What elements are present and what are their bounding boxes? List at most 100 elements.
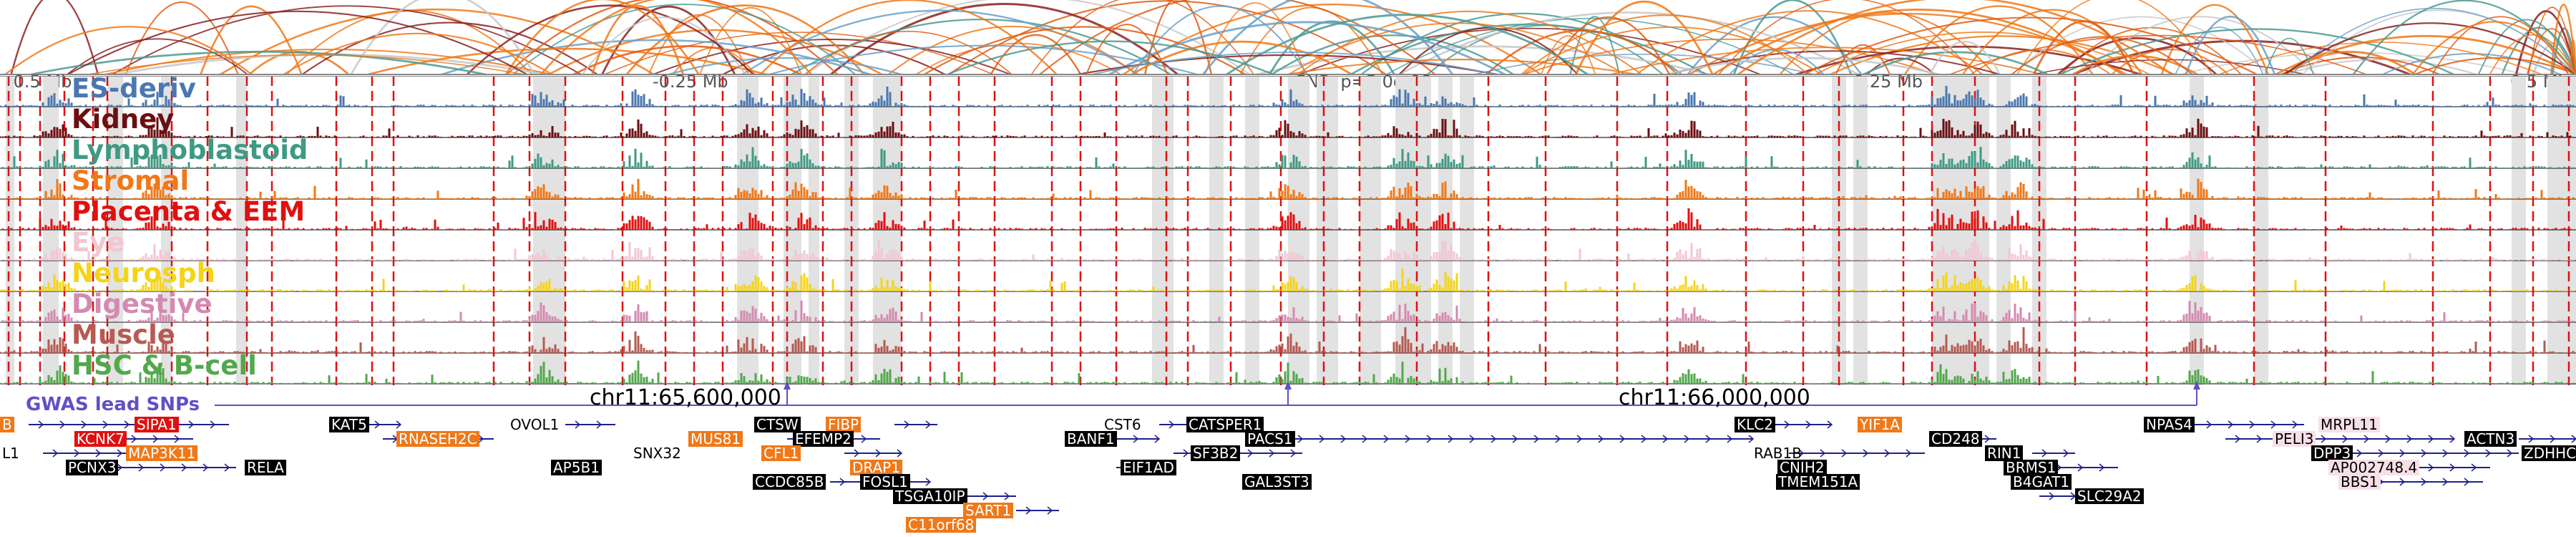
- track-signal: [0, 86, 2575, 107]
- gene-rnaseh2c[interactable]: RNASEH2C: [396, 431, 479, 447]
- interaction-arc: [2264, 38, 2314, 75]
- gene-strand-arrow: [52, 449, 59, 458]
- gene-strand-arrow: [2428, 435, 2434, 443]
- gene-b4gat1[interactable]: B4GAT1: [2011, 474, 2072, 490]
- gene-c11orf68[interactable]: C11orf68: [906, 517, 977, 533]
- gwas-lead-snps-label: GWAS lead SNPs: [26, 394, 200, 415]
- gene-actn3[interactable]: ACTN3: [2464, 431, 2517, 447]
- interaction-arc: [947, 40, 1274, 76]
- gene-peli3[interactable]: PELI3: [2273, 431, 2316, 447]
- interaction-arc: [1297, 10, 1642, 75]
- gene-strand-arrow: [1469, 435, 1475, 443]
- gene-strand-arrow: [897, 449, 903, 458]
- interaction-arc: [88, 54, 525, 75]
- gene-strand-arrow: [2356, 449, 2363, 458]
- gene-ccdc85b[interactable]: CCDC85B: [753, 474, 826, 490]
- gene-ovol1[interactable]: OVOL1: [510, 416, 560, 433]
- gene-strand-arrow: [2421, 449, 2427, 458]
- interaction-arc: [722, 44, 946, 75]
- gene-cfl1[interactable]: CFL1: [761, 445, 801, 461]
- gene-npas4[interactable]: NPAS4: [2144, 417, 2195, 432]
- gene-zdhhc[interactable]: ZDHHC: [2522, 445, 2576, 461]
- interaction-arc: [466, 4, 754, 75]
- gene-banf1[interactable]: BANF1: [1065, 431, 1117, 447]
- gene-strand-arrow: [1820, 449, 1826, 458]
- gene-pcnx3[interactable]: PCNX3: [66, 460, 119, 475]
- gene-fosl1[interactable]: FOSL1: [860, 474, 910, 490]
- gene-strand-arrow: [374, 420, 381, 429]
- gene-strand-arrow: [1533, 435, 1540, 443]
- interaction-arc: [2290, 8, 2576, 75]
- gene-klc2[interactable]: KLC2: [1735, 417, 1775, 432]
- gene-strand-arrow: [861, 435, 867, 443]
- interaction-arc: [2185, 16, 2276, 75]
- gene-strand-arrow: [2421, 478, 2427, 486]
- interaction-arc: [572, 45, 801, 76]
- interaction-arc: [1541, 35, 1596, 75]
- track-signal: [0, 268, 2575, 291]
- gene-cd248[interactable]: CD248: [1929, 431, 1982, 447]
- interaction-arc: [504, 0, 700, 75]
- gene-rela[interactable]: RELA: [245, 460, 286, 475]
- gene-strand-arrow: [81, 420, 87, 429]
- gene-strand-arrow: [2399, 449, 2406, 458]
- gene-strand-arrow: [38, 420, 44, 429]
- gene-sipa1[interactable]: SIPA1: [135, 417, 179, 432]
- gene-tsga10ip[interactable]: TSGA10IP: [893, 488, 967, 504]
- interaction-arc: [887, 26, 1138, 75]
- gene-kat5[interactable]: KAT5: [329, 417, 369, 432]
- gene-rin1[interactable]: RIN1: [1985, 445, 2024, 461]
- gene-efemp2[interactable]: EFEMP2: [793, 431, 854, 447]
- gene-strand-arrow: [1362, 435, 1368, 443]
- gene-catsper1[interactable]: CATSPER1: [1186, 417, 1264, 432]
- gene-cst6[interactable]: CST6: [1104, 416, 1141, 433]
- gene-slc29a2[interactable]: SLC29A2: [2075, 488, 2144, 504]
- gene-ap5b1[interactable]: AP5B1: [551, 460, 602, 475]
- gene-kcnk7[interactable]: KCNK7: [74, 431, 127, 447]
- gene-mus81[interactable]: MUS81: [688, 431, 743, 447]
- gene-mrpl11[interactable]: MRPL11: [2318, 417, 2380, 432]
- gene-strand-arrow: [1405, 435, 1411, 443]
- gene-l1[interactable]: L1: [2, 445, 19, 462]
- grey-highlight-band: [1360, 76, 1381, 385]
- gene-rab1b[interactable]: RAB1B: [1754, 445, 1802, 462]
- gene-cnih2[interactable]: CNIH2: [1777, 460, 1827, 475]
- gene-sart1[interactable]: SART1: [963, 503, 1014, 518]
- gene-yif1a[interactable]: YIF1A: [1858, 417, 1903, 432]
- grey-highlight-band: [1245, 76, 1259, 385]
- interaction-arc: [1268, 20, 1395, 75]
- gene-pacs1[interactable]: PACS1: [1245, 431, 1295, 447]
- interaction-arc: [2477, 19, 2576, 75]
- gene-dpp3[interactable]: DPP3: [2311, 445, 2353, 461]
- gene-strand-arrow: [596, 420, 602, 429]
- interaction-arc: [1523, 38, 1936, 75]
- gene-strand-arrow: [74, 449, 80, 458]
- gene-map3k11[interactable]: MAP3K11: [126, 445, 198, 461]
- gene-tmem151a[interactable]: TMEM151A: [1776, 474, 1860, 490]
- gene-snx32[interactable]: SNX32: [633, 445, 681, 462]
- gene-strand-arrow: [1448, 435, 1454, 443]
- gene-gal3st3[interactable]: GAL3ST3: [1242, 474, 1312, 490]
- gene-strand-arrow: [2363, 435, 2370, 443]
- gene-bbs1[interactable]: BBS1: [2338, 474, 2381, 490]
- gene-drap1[interactable]: DRAP1: [850, 460, 902, 475]
- gene-eif1ad[interactable]: EIF1AD: [1121, 460, 1176, 475]
- gene-strand-arrow: [1727, 435, 1733, 443]
- gene-strand-arrow: [1169, 420, 1175, 429]
- gene-sf3b2[interactable]: SF3B2: [1191, 445, 1241, 461]
- interaction-arc: [1732, 0, 1853, 75]
- interaction-arc: [582, 16, 746, 75]
- interaction-arc: [367, 47, 767, 76]
- gene-ctsw[interactable]: CTSW: [754, 417, 801, 432]
- gene-brms1[interactable]: BRMS1: [2004, 460, 2059, 475]
- interaction-arc: [1108, 21, 1506, 76]
- gene-strand-arrow: [174, 435, 180, 443]
- interaction-arc: [1350, 23, 1707, 76]
- gene-fibp[interactable]: FIBP: [826, 417, 862, 432]
- gene-b[interactable]: B: [0, 417, 14, 432]
- gene-strand-arrow: [210, 420, 216, 429]
- chr-position-label-1: chr11:65,600,000: [590, 385, 781, 410]
- gene-ap002748-4[interactable]: AP002748.4: [2328, 460, 2420, 475]
- track-label-lymphoblastoid: Lymphoblastoid: [72, 135, 308, 165]
- track-label-digestive: Digestive: [72, 289, 213, 319]
